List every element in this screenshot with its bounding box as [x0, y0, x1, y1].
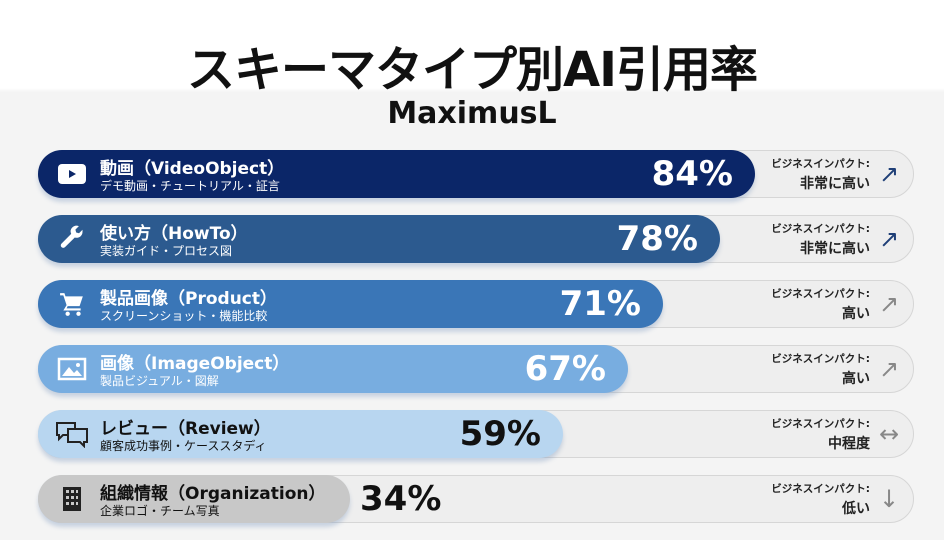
trend-arrow-icon: ↔	[878, 420, 900, 448]
bar-description: 顧客成功事例・ケーススタディ	[100, 439, 267, 453]
bar-row: 製品画像（Product） スクリーンショット・機能比較 71% ビジネスインパ…	[38, 280, 914, 328]
impact-key: ビジネスインパクト:	[771, 158, 870, 170]
bar-row: 動画（VideoObject） デモ動画・チュートリアル・証言 84% ビジネス…	[38, 150, 914, 198]
bar-value-label: 84%	[651, 154, 733, 194]
video-play-icon	[52, 160, 92, 188]
chart-title: スキーマタイプ別AI引用率	[186, 42, 758, 98]
bar	[38, 215, 720, 263]
bar-row: 組織情報（Organization） 企業ロゴ・チーム写真 34% ビジネスイン…	[38, 475, 914, 523]
business-impact: ビジネスインパクト: 中程度	[771, 416, 870, 453]
bar	[38, 345, 628, 393]
chat-bubbles-icon	[52, 420, 92, 448]
impact-value: 中程度	[828, 436, 870, 452]
business-impact: ビジネスインパクト: 非常に高い	[771, 156, 870, 193]
trend-arrow-icon: ↓	[878, 485, 900, 513]
business-impact: ビジネスインパクト: 高い	[771, 351, 870, 388]
bar-label: 製品画像（Product）	[100, 289, 277, 309]
bar-row: レビュー（Review） 顧客成功事例・ケーススタディ 59% ビジネスインパク…	[38, 410, 914, 458]
business-impact: ビジネスインパクト: 非常に高い	[771, 221, 870, 258]
trend-arrow-icon: ↗	[878, 160, 900, 188]
business-impact: ビジネスインパクト: 低い	[771, 481, 870, 518]
business-impact: ビジネスインパクト: 高い	[771, 286, 870, 323]
trend-arrow-icon: ↗	[878, 290, 900, 318]
image-icon	[52, 355, 92, 383]
bar-value-label: 78%	[616, 219, 698, 259]
bar-row: 使い方（HowTo） 実装ガイド・プロセス図 78% ビジネスインパクト: 非常に…	[38, 215, 914, 263]
bar-label: 画像（ImageObject）	[100, 354, 290, 374]
bar-label: レビュー（Review）	[100, 419, 271, 439]
wrench-icon	[52, 225, 92, 253]
shopping-cart-icon	[52, 290, 92, 318]
bar-value-label: 59%	[459, 414, 541, 454]
bar	[38, 475, 350, 523]
impact-value: 非常に高い	[800, 176, 870, 192]
bar	[38, 410, 563, 458]
bar-label: 使い方（HowTo）	[100, 224, 248, 244]
building-icon	[52, 485, 92, 513]
impact-key: ビジネスインパクト:	[771, 353, 870, 365]
trend-arrow-icon: ↗	[878, 225, 900, 253]
bar	[38, 280, 663, 328]
chart-subtitle: MaximusL	[387, 96, 557, 131]
bar-value-label: 67%	[524, 349, 606, 389]
bar-value-label: 34%	[360, 479, 442, 519]
impact-value: 高い	[842, 371, 870, 387]
bar-description: 企業ロゴ・チーム写真	[100, 504, 220, 518]
bar-label: 動画（VideoObject）	[100, 159, 285, 179]
bar-label: 組織情報（Organization）	[100, 484, 326, 504]
bar-description: 製品ビジュアル・図解	[100, 374, 219, 388]
trend-arrow-icon: ↗	[878, 355, 900, 383]
bar-description: デモ動画・チュートリアル・証言	[100, 179, 280, 193]
bar-description: 実装ガイド・プロセス図	[100, 244, 233, 258]
bar	[38, 150, 755, 198]
impact-key: ビジネスインパクト:	[771, 288, 870, 300]
bar-description: スクリーンショット・機能比較	[100, 309, 268, 323]
impact-value: 非常に高い	[800, 241, 870, 257]
impact-value: 低い	[842, 501, 870, 517]
bar-value-label: 71%	[559, 284, 641, 324]
impact-key: ビジネスインパクト:	[771, 483, 870, 495]
impact-key: ビジネスインパクト:	[771, 223, 870, 235]
bar-row: 画像（ImageObject） 製品ビジュアル・図解 67% ビジネスインパクト…	[38, 345, 914, 393]
impact-key: ビジネスインパクト:	[771, 418, 870, 430]
impact-value: 高い	[842, 306, 870, 322]
